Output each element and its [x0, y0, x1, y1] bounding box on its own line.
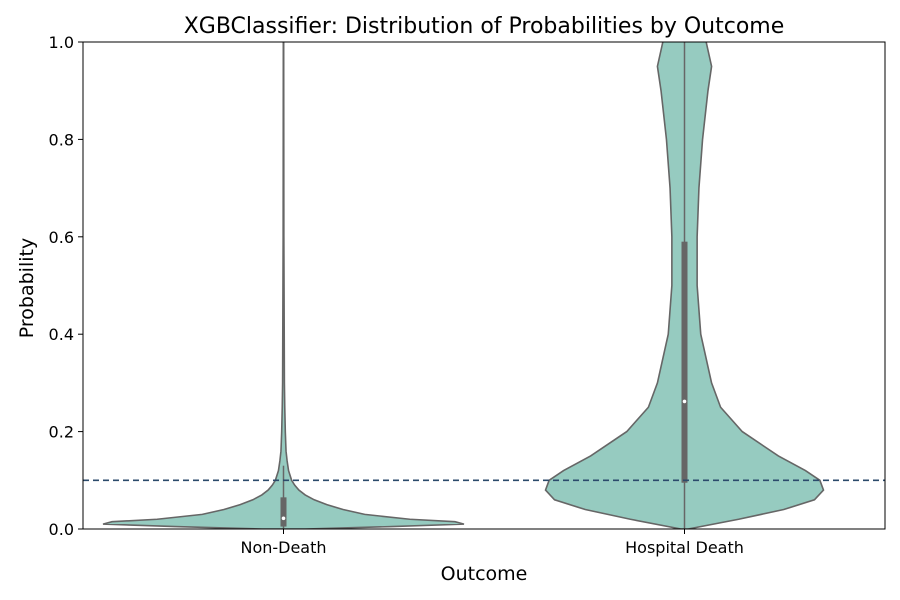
violin-median-dot [682, 399, 687, 404]
violin-iqr-box [681, 241, 688, 483]
plot-frame [82, 41, 886, 530]
x-axis-label: Outcome [441, 563, 528, 585]
violin-median-dot [281, 516, 286, 521]
y-tick-label: 0.2 [49, 423, 74, 442]
violin-iqr-box [280, 497, 287, 527]
y-axis: 0.0 0.2 0.4 0.6 0.8 1.0 [49, 33, 83, 539]
y-tick-label: 1.0 [49, 33, 74, 52]
y-tick-label: 0.8 [49, 130, 74, 149]
y-tick-label: 0.6 [49, 228, 74, 247]
chart-title: XGBClassifier: Distribution of Probabili… [184, 14, 785, 39]
x-axis: Non-Death Hospital Death [240, 529, 744, 557]
y-tick-label: 0.4 [49, 325, 74, 344]
x-tick-label: Hospital Death [625, 538, 744, 557]
violins [102, 42, 825, 529]
plot-area [83, 42, 885, 529]
y-axis-label: Probability [16, 238, 38, 338]
x-tick-label: Non-Death [240, 538, 326, 557]
y-tick-label: 0.0 [49, 520, 74, 539]
violin-non-death [102, 42, 465, 529]
